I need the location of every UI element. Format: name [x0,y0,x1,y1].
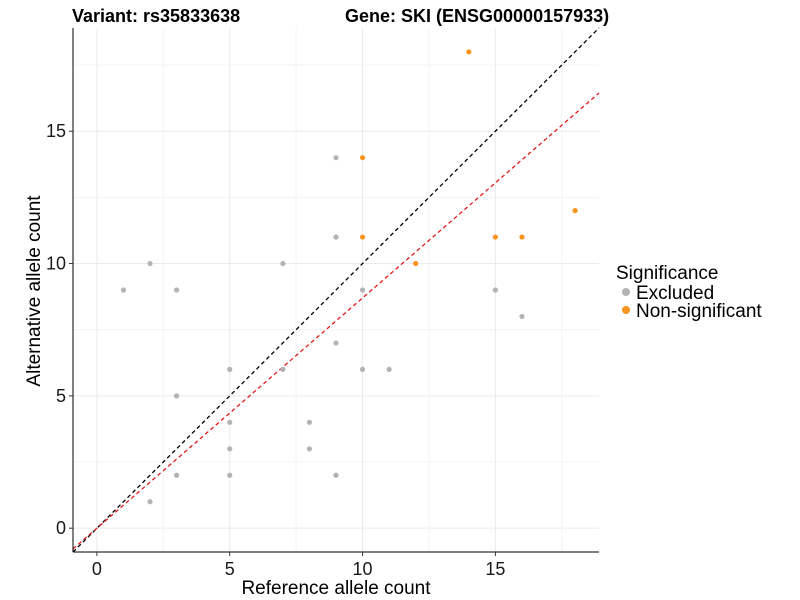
y-tick-label: 15 [46,121,66,141]
reference-line-fitted [72,92,600,550]
data-point-non-significant [492,234,498,240]
data-point-excluded [306,419,313,425]
data-point-excluded [333,155,339,161]
tick-labels: 0 5 10 15 0 5 10 15 [46,121,505,579]
data-point-excluded [227,366,233,372]
x-tick-label: 10 [353,559,373,579]
legend-key-excluded [622,288,630,296]
data-point-non-significant [466,49,472,55]
data-point-excluded [174,287,180,293]
y-tick-label: 10 [46,254,66,274]
data-point-excluded [227,472,233,478]
x-tick-label: 5 [225,559,235,579]
data-point-excluded [492,287,498,293]
data-point-excluded [280,366,286,372]
data-point-excluded [519,313,525,320]
axes [72,28,599,553]
legend-key-non-significant [622,306,630,314]
data-point-excluded [227,446,233,452]
legend-label-excluded: Excluded [636,283,714,304]
data-point-non-significant [519,234,525,240]
reference-lines [72,27,600,553]
y-tick-label: 5 [56,386,66,406]
data-point-non-significant [359,234,366,240]
data-point-excluded [359,287,366,293]
title-variant: Variant: rs35833638 [72,6,240,26]
data-point-excluded [174,472,180,478]
data-point-non-significant [413,260,419,267]
y-tick-label: 0 [56,518,66,538]
data-point-excluded [333,340,339,346]
title-gene: Gene: SKI (ENSG00000157933) [345,6,609,26]
y-axis-title: Alternative allele count [24,195,45,387]
data-point-excluded [227,419,233,425]
data-point-excluded [120,287,127,293]
data-point-excluded [147,260,153,267]
legend-title: Significance [616,263,718,284]
data-point-non-significant [359,155,366,161]
data-point-excluded [174,393,180,399]
data-point-excluded [280,260,286,267]
x-tick-label: 15 [485,559,505,579]
data-point-excluded [386,366,392,372]
data-point-excluded [333,472,339,478]
data-point-excluded [306,446,313,452]
data-point-excluded [359,366,366,372]
legend-label-non-significant: Non-significant [636,301,762,322]
reference-line-identity [72,27,600,553]
data-points [120,49,578,505]
data-point-non-significant [572,208,578,214]
x-tick-label: 0 [92,559,102,579]
data-point-excluded [333,234,339,240]
x-axis-title: Reference allele count [241,578,431,599]
data-point-excluded [147,499,153,505]
